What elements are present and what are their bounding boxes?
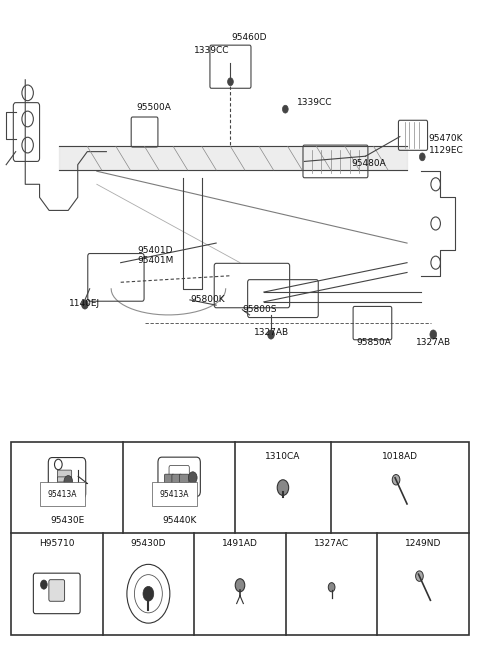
FancyBboxPatch shape [58, 482, 72, 493]
Text: 95413A: 95413A [48, 489, 77, 499]
Text: 1327AB: 1327AB [253, 328, 288, 337]
Text: 1310CA: 1310CA [265, 452, 300, 461]
FancyBboxPatch shape [49, 580, 65, 602]
Text: 95460D: 95460D [232, 33, 267, 42]
Text: 1129EC: 1129EC [429, 146, 463, 155]
Text: H95710: H95710 [39, 539, 74, 548]
Circle shape [228, 78, 233, 86]
Circle shape [416, 571, 423, 581]
Circle shape [430, 330, 437, 339]
Text: 1018AD: 1018AD [382, 452, 418, 461]
Text: 95430D: 95430D [131, 539, 166, 548]
Bar [11, 442, 469, 635]
Text: 1491AD: 1491AD [222, 539, 258, 548]
Circle shape [268, 330, 275, 339]
Text: 1327AC: 1327AC [314, 539, 349, 548]
Circle shape [143, 586, 154, 601]
FancyBboxPatch shape [180, 474, 189, 490]
Text: 95413A: 95413A [160, 489, 189, 499]
FancyBboxPatch shape [58, 470, 72, 482]
Circle shape [282, 105, 288, 113]
Circle shape [235, 579, 245, 592]
Text: 1140EJ: 1140EJ [69, 298, 100, 308]
Text: 95401M: 95401M [137, 256, 174, 265]
Circle shape [328, 583, 335, 592]
Text: 95480A: 95480A [351, 159, 386, 168]
Circle shape [392, 474, 400, 485]
Circle shape [189, 472, 197, 483]
Circle shape [420, 153, 425, 161]
Text: 95430E: 95430E [50, 516, 84, 525]
Text: 1339CC: 1339CC [193, 46, 229, 55]
Text: 95500A: 95500A [137, 103, 171, 112]
Text: 1249ND: 1249ND [405, 539, 442, 548]
Circle shape [64, 476, 72, 487]
Text: 95470K: 95470K [429, 134, 463, 143]
Text: 95401D: 95401D [137, 247, 173, 255]
Circle shape [82, 300, 88, 309]
FancyBboxPatch shape [58, 477, 72, 488]
Text: 95850A: 95850A [356, 338, 391, 347]
Circle shape [40, 580, 47, 589]
FancyBboxPatch shape [165, 474, 174, 490]
Text: 95800K: 95800K [190, 295, 225, 304]
FancyBboxPatch shape [172, 474, 181, 490]
Text: 1339CC: 1339CC [297, 98, 333, 107]
Text: 95440K: 95440K [162, 516, 196, 525]
Text: 95800S: 95800S [242, 305, 277, 314]
Text: 1327AB: 1327AB [416, 338, 451, 347]
Circle shape [277, 480, 288, 495]
